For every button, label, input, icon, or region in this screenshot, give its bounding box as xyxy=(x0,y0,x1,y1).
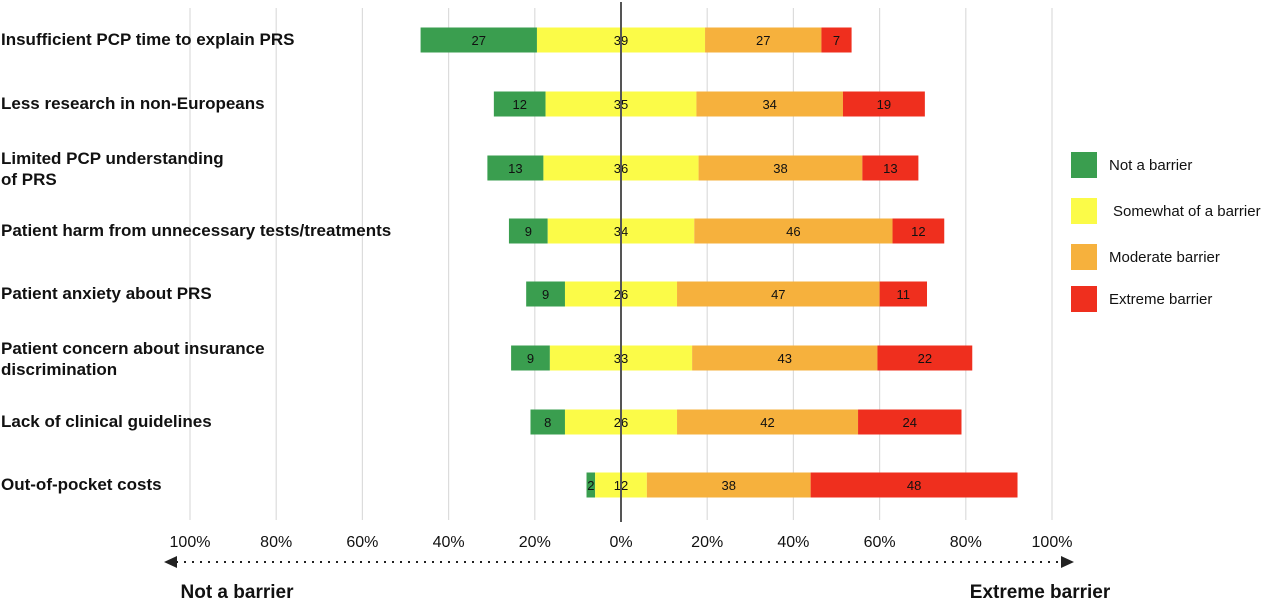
bar-segment xyxy=(508,218,548,244)
tick-label: 100% xyxy=(170,534,211,551)
data-label: 38 xyxy=(773,161,787,176)
bar-segment xyxy=(511,345,550,371)
legend-label: Somewhat of a barrier xyxy=(1113,203,1261,220)
data-label: 9 xyxy=(542,287,549,302)
data-label: 42 xyxy=(760,415,774,430)
bar-segment xyxy=(530,409,565,435)
direction-label-right: Extreme barrier xyxy=(970,582,1111,602)
data-label: 48 xyxy=(907,478,921,493)
bar-segment xyxy=(493,91,546,117)
bar-row: 2123848 xyxy=(586,472,1018,498)
tick-label: 20% xyxy=(519,534,551,551)
tick-label: 60% xyxy=(346,534,378,551)
bar-segment xyxy=(677,281,880,307)
bar-row: 9344612 xyxy=(508,218,945,244)
category-label: Patient anxiety about PRS xyxy=(1,284,212,303)
data-label: 27 xyxy=(472,33,486,48)
tick-label: 80% xyxy=(260,534,292,551)
tick-label: 80% xyxy=(950,534,982,551)
legend-swatch xyxy=(1071,198,1097,224)
tick-label: 20% xyxy=(691,534,723,551)
legend-label: Extreme barrier xyxy=(1109,291,1212,308)
bar-segment xyxy=(879,281,928,307)
bar-segment xyxy=(877,345,973,371)
category-label: Patient harm from unnecessary tests/trea… xyxy=(1,221,391,240)
data-label: 13 xyxy=(883,161,897,176)
bar-segment xyxy=(487,155,544,181)
bar-segment xyxy=(698,155,863,181)
data-label: 7 xyxy=(833,33,840,48)
data-label: 19 xyxy=(877,97,891,112)
data-label: 38 xyxy=(722,478,736,493)
bar-row: 13363813 xyxy=(487,155,919,181)
data-label: 43 xyxy=(778,351,792,366)
bar-row: 12353419 xyxy=(493,91,925,117)
tick-label: 40% xyxy=(777,534,809,551)
bar-row: 9334322 xyxy=(511,345,973,371)
bar-segment xyxy=(646,472,811,498)
tick-label: 100% xyxy=(1032,534,1073,551)
tick-label: 60% xyxy=(864,534,896,551)
bar-segment xyxy=(526,281,565,307)
category-label: Lack of clinical guidelines xyxy=(1,412,212,431)
bar-segment xyxy=(677,409,859,435)
data-label: 9 xyxy=(527,351,534,366)
tick-label: 40% xyxy=(433,534,465,551)
bar-segment xyxy=(858,409,962,435)
category-label: Insufficient PCP time to explain PRS xyxy=(1,30,294,49)
data-label: 46 xyxy=(786,224,800,239)
bar-segment xyxy=(810,472,1018,498)
data-label: 9 xyxy=(525,224,532,239)
category-label: Patient concern about insurance discrimin… xyxy=(1,339,265,379)
data-label: 24 xyxy=(903,415,917,430)
arrow-left-icon xyxy=(164,556,177,568)
bar-segment xyxy=(705,27,822,53)
bar-segment xyxy=(696,91,843,117)
data-label: 12 xyxy=(911,224,925,239)
data-label: 47 xyxy=(771,287,785,302)
data-label: 11 xyxy=(897,287,911,302)
data-label: 22 xyxy=(918,351,932,366)
bar-row: 9264711 xyxy=(526,281,928,307)
legend-swatch xyxy=(1071,152,1097,178)
data-label: 13 xyxy=(508,161,522,176)
category-label: Limited PCP understanding of PRS xyxy=(1,149,224,189)
legend-swatch xyxy=(1071,244,1097,270)
category-label: Less research in non-Europeans xyxy=(1,94,265,113)
tick-label: 0% xyxy=(609,534,632,551)
x-axis: 100% 80% 60% 40% 20% 0% 20% 40% 60% 80% 100% xyxy=(170,534,1073,551)
legend: Not a barrier Somewhat of a barrier Modera… xyxy=(1071,152,1261,312)
bar-segment xyxy=(694,218,893,244)
bar-segment xyxy=(821,27,852,53)
bar-segment xyxy=(842,91,925,117)
data-label: 8 xyxy=(544,415,551,430)
bar-segment xyxy=(892,218,945,244)
bar-row: 8264224 xyxy=(530,409,962,435)
arrow-right-icon xyxy=(1061,556,1074,568)
category-label: Out-of-pocket costs xyxy=(1,475,162,494)
direction-label-left: Not a barrier xyxy=(181,582,295,602)
bar-row: 2739277 xyxy=(420,27,852,53)
bar-segment xyxy=(692,345,878,371)
data-label: 27 xyxy=(756,33,770,48)
legend-label: Moderate barrier xyxy=(1109,249,1220,266)
data-label: 12 xyxy=(512,97,526,112)
legend-swatch xyxy=(1071,286,1097,312)
bar-segment xyxy=(420,27,537,53)
data-label: 2 xyxy=(587,478,594,493)
bar-segment xyxy=(586,472,596,498)
data-label: 34 xyxy=(762,97,776,112)
legend-label: Not a barrier xyxy=(1109,157,1192,174)
bar-segment xyxy=(862,155,919,181)
